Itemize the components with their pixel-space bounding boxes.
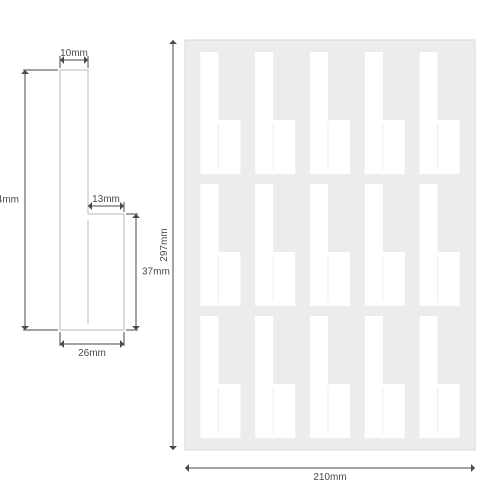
dim-sheet-height: 297mm (159, 40, 177, 450)
dim-flag-width: 13mm (88, 194, 124, 210)
svg-text:26mm: 26mm (78, 348, 106, 359)
svg-text:10mm: 10mm (60, 48, 88, 59)
dim-total-width: 26mm (60, 340, 124, 359)
svg-text:84mm: 84mm (0, 195, 19, 206)
dim-sheet-width: 210mm (185, 464, 475, 483)
svg-text:210mm: 210mm (313, 472, 346, 483)
svg-text:37mm: 37mm (142, 267, 170, 278)
single-label-diagram: 10mm 84mm 13mm 37mm 26mm (0, 48, 170, 359)
label-sheet: 297mm 210mm (159, 40, 475, 483)
svg-text:297mm: 297mm (159, 228, 170, 261)
svg-text:13mm: 13mm (92, 194, 120, 205)
dim-stem-width: 10mm (60, 48, 88, 64)
dim-total-height: 84mm (0, 70, 29, 330)
